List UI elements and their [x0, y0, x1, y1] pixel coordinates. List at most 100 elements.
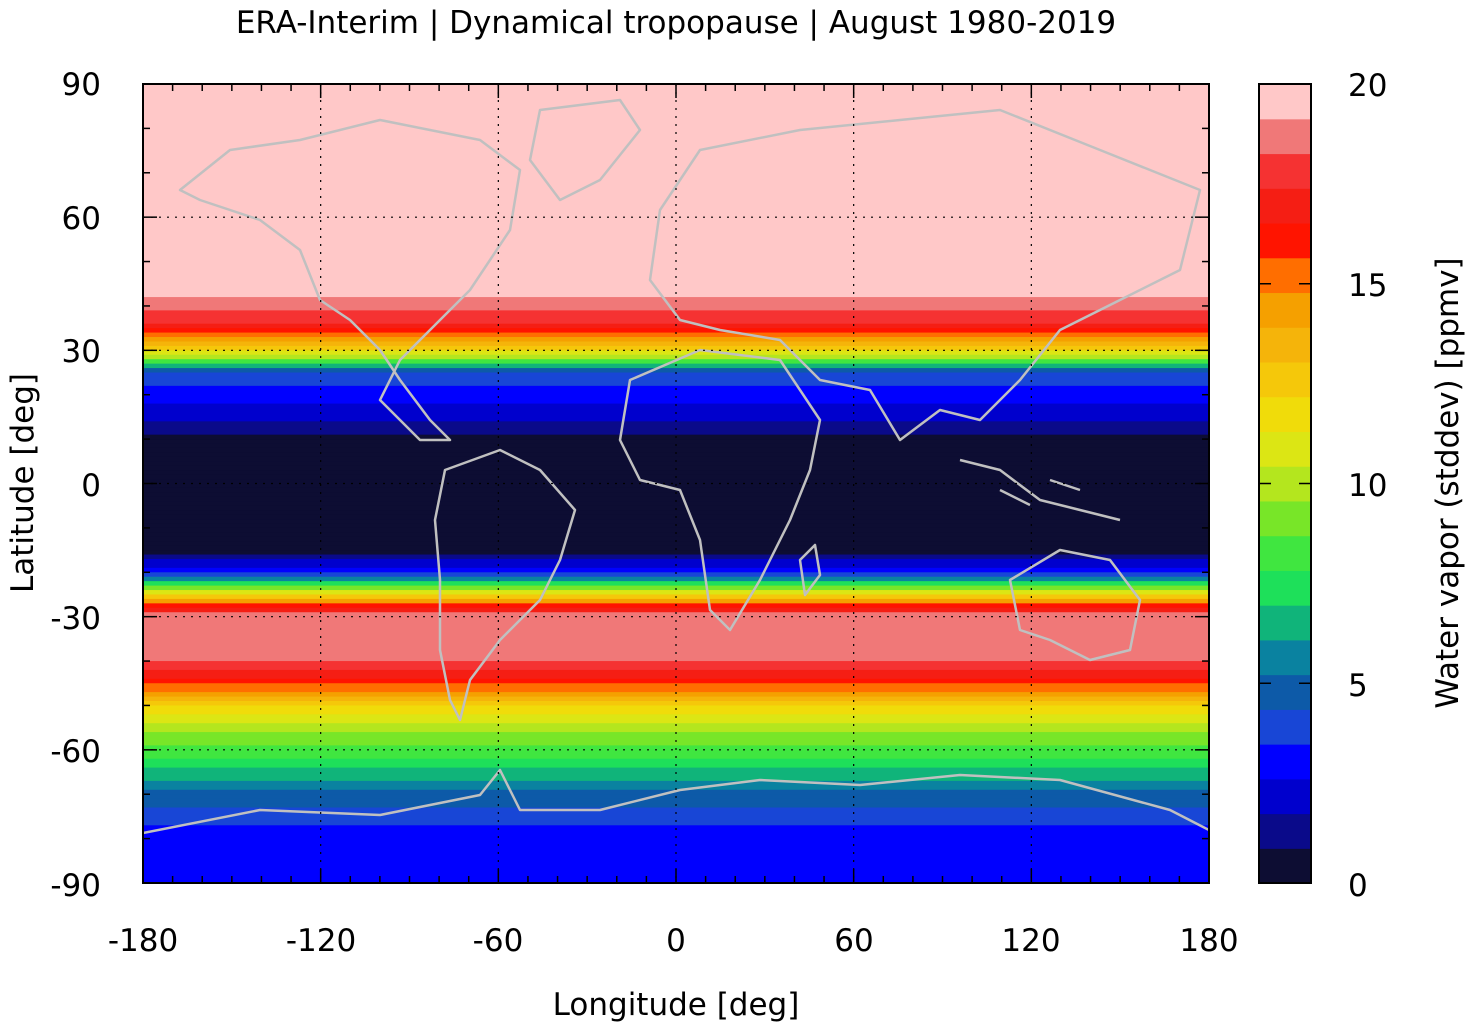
- heatmap-cell: [143, 239, 1209, 245]
- heatmap-cell: [143, 816, 1209, 822]
- coastline-eurasia: [648, 108, 1202, 442]
- heatmap-cell: [143, 705, 1209, 711]
- heatmap-cell: [143, 785, 1209, 791]
- colorbar-swatch: [1259, 639, 1311, 676]
- colorbar-swatch: [1259, 848, 1311, 884]
- heatmap-cell: [143, 851, 1209, 857]
- heatmap-cell: [143, 483, 1209, 489]
- x-tick-label: -60: [473, 923, 524, 959]
- heatmap-cell: [143, 727, 1209, 733]
- heatmap-cell: [143, 652, 1209, 658]
- x-tick-label: 60: [834, 923, 873, 959]
- heatmap-cell: [143, 656, 1209, 662]
- x-tick-label: 0: [666, 923, 686, 959]
- heatmap-cell: [143, 461, 1209, 467]
- heatmap-cell: [143, 390, 1209, 396]
- colorbar-tick-labels: 0 5 10 15 20: [1348, 68, 1387, 904]
- heatmap-cell: [143, 110, 1209, 116]
- heatmap-cell: [143, 101, 1209, 107]
- heatmap-cell: [143, 607, 1209, 613]
- heatmap-cell: [143, 132, 1209, 138]
- heatmap-cell: [143, 669, 1209, 675]
- heatmap-cell: [143, 403, 1209, 409]
- heatmap-cell: [143, 252, 1209, 258]
- heatmap-cell: [143, 527, 1209, 533]
- colorbar-swatch: [1259, 257, 1311, 294]
- colorbar-swatch: [1259, 778, 1311, 815]
- heatmap-cell: [143, 856, 1209, 862]
- tick-marks: [142, 83, 1210, 884]
- heatmap-cell: [143, 789, 1209, 795]
- heatmap-cell: [143, 567, 1209, 573]
- x-tick-label: -180: [108, 923, 178, 959]
- heatmap-cell: [143, 581, 1209, 587]
- heatmap-cell: [143, 221, 1209, 227]
- heatmap-cell: [143, 416, 1209, 422]
- grid-lines: [143, 84, 1209, 883]
- colorbar-swatch: [1259, 709, 1311, 745]
- colorbar-tick-label: 15: [1348, 268, 1387, 304]
- heatmap-cell: [143, 430, 1209, 436]
- heatmap-cell: [143, 128, 1209, 134]
- heatmap-cell: [143, 501, 1209, 507]
- heatmap-cell: [143, 159, 1209, 165]
- y-tick-label: -30: [50, 601, 101, 637]
- heatmap-cell: [143, 177, 1209, 183]
- heatmap-cell: [143, 865, 1209, 871]
- heatmap-cell: [143, 172, 1209, 178]
- colorbar-swatch: [1259, 153, 1311, 189]
- colorbar-frame: [1258, 83, 1312, 884]
- heatmap-cell: [143, 576, 1209, 582]
- coastline-africa: [618, 348, 822, 632]
- heatmap-cell: [143, 123, 1209, 129]
- colorbar-swatch: [1259, 744, 1311, 780]
- colorbar-swatch: [1259, 570, 1311, 606]
- y-tick-labels: 90 60 30 0 -30 -60 -90: [50, 67, 101, 904]
- heatmap-cell: [143, 452, 1209, 458]
- heatmap-cell: [143, 696, 1209, 702]
- heatmap-cell: [143, 447, 1209, 454]
- heatmap-cell: [143, 487, 1209, 493]
- colorbar-swatch: [1259, 813, 1311, 849]
- heatmap-cell: [143, 257, 1209, 263]
- colorbar-swatch: [1259, 84, 1311, 120]
- heatmap-cell: [143, 780, 1209, 786]
- heatmap-cell: [143, 337, 1209, 343]
- heatmap-cell: [143, 381, 1209, 387]
- heatmap-cell: [143, 217, 1209, 223]
- heatmap-cell: [143, 230, 1209, 236]
- heatmap-cell: [143, 443, 1209, 449]
- heatmap-cell: [143, 718, 1209, 724]
- x-tick-labels: -180 -120 -60 0 60 120 180: [108, 923, 1239, 959]
- heatmap-cell: [143, 301, 1209, 307]
- heatmap-cell: [143, 732, 1209, 738]
- coastline-south-america: [433, 448, 577, 722]
- coastline-layer: [143, 98, 1209, 835]
- colorbar-tick-label: 10: [1348, 468, 1387, 504]
- heatmap-cell: [143, 661, 1209, 667]
- heatmap-cell: [143, 212, 1209, 218]
- x-tick-label: 180: [1179, 923, 1238, 959]
- colorbar-tick-label: 0: [1348, 868, 1368, 904]
- heatmap-cell: [143, 279, 1209, 285]
- colorbar-swatch: [1259, 396, 1311, 432]
- heatmap-cell: [143, 776, 1209, 782]
- heatmap-cell: [143, 598, 1209, 604]
- heatmap-cell: [143, 749, 1209, 755]
- heatmap-cell: [143, 612, 1209, 618]
- heatmap-cell: [143, 772, 1209, 778]
- heatmap-cell: [143, 847, 1209, 853]
- heatmap-layer: [143, 84, 1209, 883]
- y-tick-label: 60: [62, 201, 101, 237]
- heatmap-cell: [143, 510, 1209, 516]
- heatmap-cell: [143, 519, 1209, 525]
- heatmap-cell: [143, 740, 1209, 746]
- heatmap-cell: [143, 119, 1209, 125]
- heatmap-cell: [143, 439, 1209, 445]
- colorbar-tick-label: 20: [1348, 68, 1387, 104]
- x-axis-label: Longitude [deg]: [553, 987, 800, 1023]
- coastline-greenland: [528, 98, 642, 202]
- heatmap-cell: [143, 199, 1209, 205]
- heatmap-cell: [143, 168, 1209, 174]
